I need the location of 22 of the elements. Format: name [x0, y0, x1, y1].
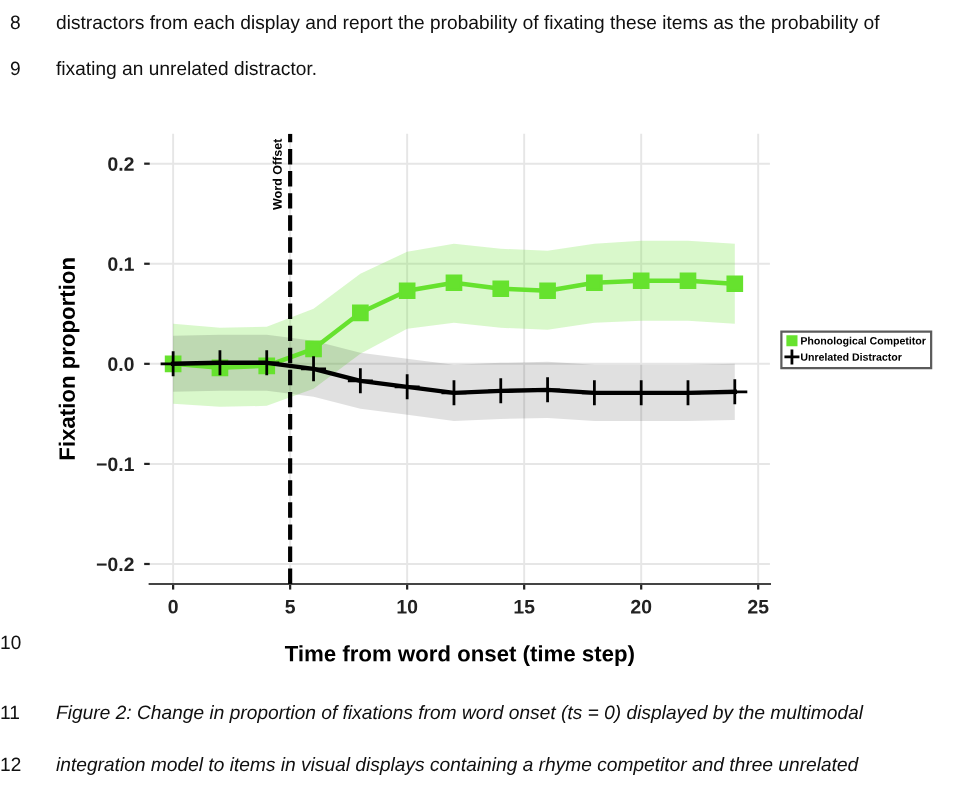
x-tick-label: 15 [514, 600, 535, 614]
y-tick-label: −0.2 [96, 557, 134, 572]
y-tick-label: 0.0 [108, 357, 134, 372]
x-axis-title: Time from word onset (time step) [284, 645, 634, 666]
y-tick-label: 0.1 [108, 257, 134, 271]
text: distractors from each display and report the probability of fixating these items as the probability of [56, 15, 880, 33]
x-tick-label: 20 [631, 599, 652, 614]
text: integration model to items in visual displays containing a rhyme competitor and three unrelated [56, 757, 859, 775]
caption: Figure 2: Change in proportion of fixations from word onset (ts = 0) displayed by the multimodal [56, 705, 864, 723]
y-axis-title: Fixation proportion [58, 258, 80, 460]
x-tick-label: 0 [168, 599, 178, 614]
y-tick-label: 0.2 [108, 157, 134, 171]
x-tick-label: 25 [748, 599, 769, 614]
text: fixating an unrelated distractor. [56, 61, 316, 79]
text: 11 [1, 705, 19, 719]
x-tick-label: 10 [397, 599, 418, 614]
x-tick-label: 5 [285, 600, 296, 614]
text: 12 [1, 757, 21, 771]
text: 10 [1, 635, 21, 650]
text: 8 [10, 15, 20, 30]
text: 9 [10, 61, 20, 76]
y-tick-label: −0.1 [96, 457, 134, 472]
